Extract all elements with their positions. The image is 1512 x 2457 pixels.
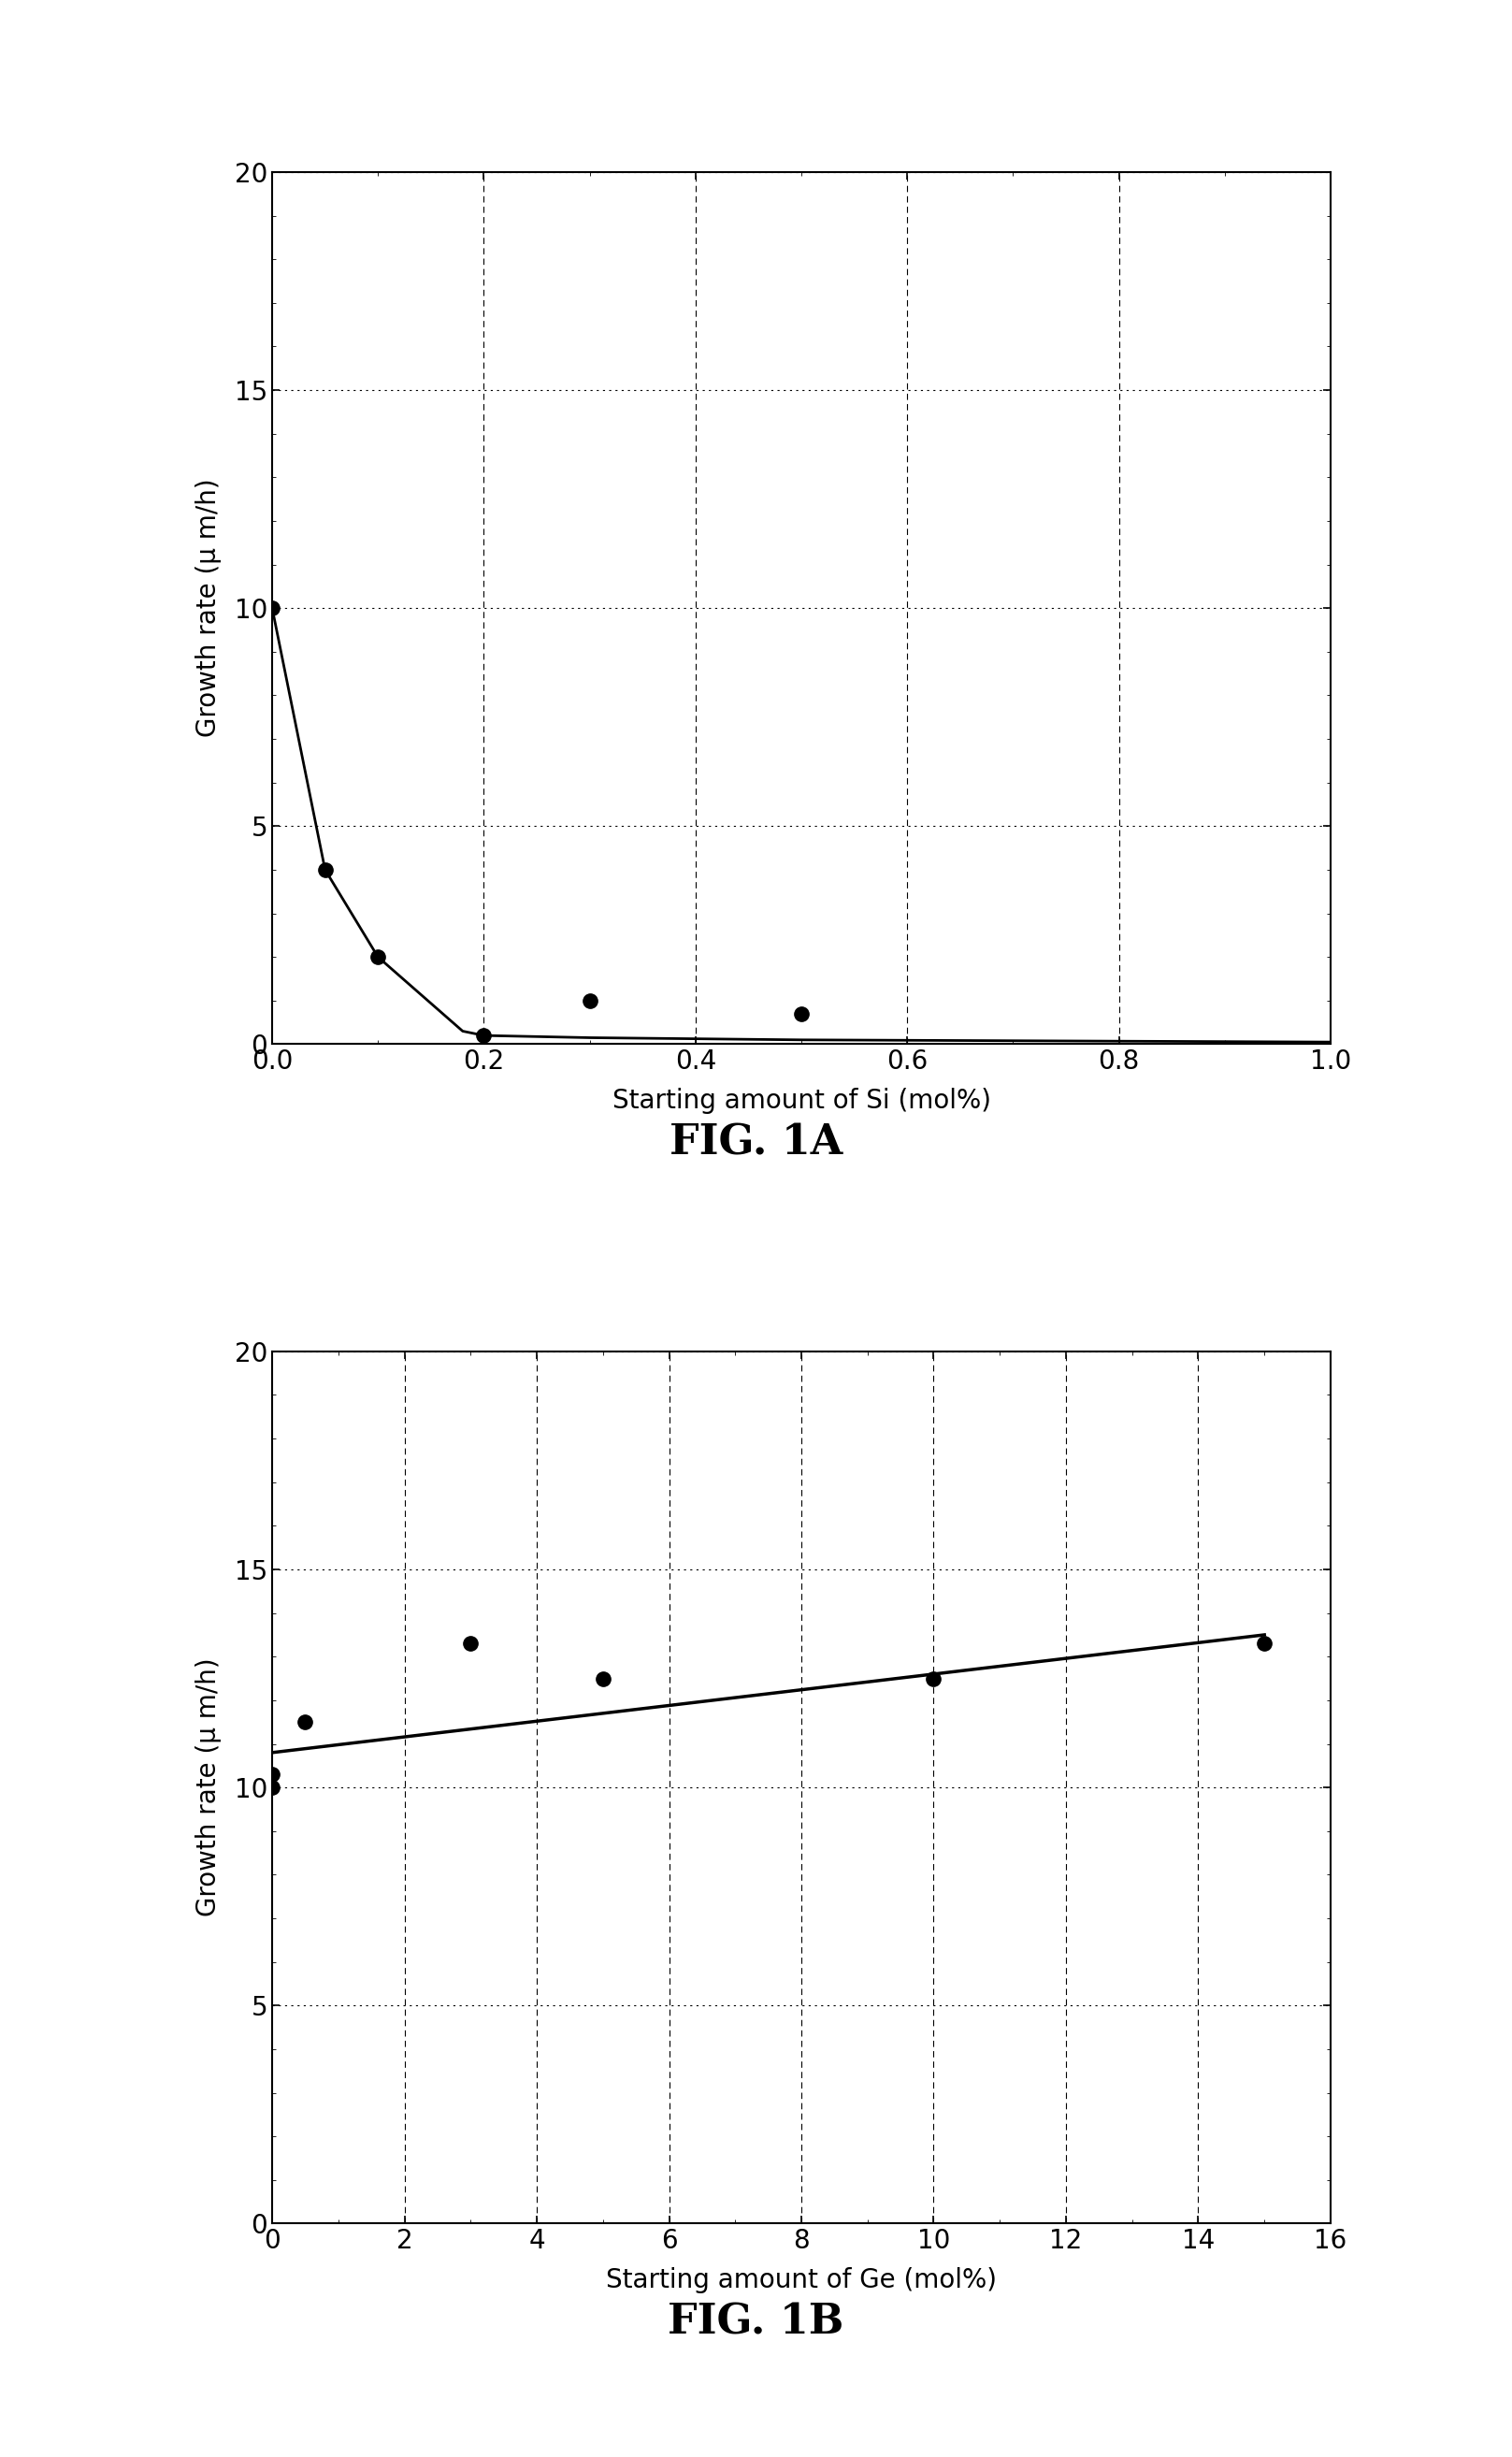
Point [789, 995, 813, 1034]
Point [260, 1754, 284, 1794]
Point [366, 939, 390, 978]
X-axis label: Starting amount of Si (mol%): Starting amount of Si (mol%) [612, 1088, 990, 1113]
Point [578, 980, 602, 1020]
Point [458, 1624, 482, 1663]
Point [591, 1658, 615, 1698]
Point [313, 850, 337, 889]
Y-axis label: Growth rate (μ m/h): Growth rate (μ m/h) [195, 1658, 222, 1916]
Text: FIG. 1B: FIG. 1B [668, 2302, 844, 2342]
X-axis label: Starting amount of Ge (mol%): Starting amount of Ge (mol%) [606, 2268, 996, 2292]
Point [472, 1015, 496, 1054]
Point [260, 590, 284, 629]
Y-axis label: Growth rate (μ m/h): Growth rate (μ m/h) [195, 479, 222, 737]
Point [921, 1658, 947, 1698]
Point [1252, 1624, 1276, 1663]
Point [260, 1769, 284, 1808]
Text: FIG. 1A: FIG. 1A [670, 1123, 842, 1162]
Point [293, 1703, 318, 1742]
